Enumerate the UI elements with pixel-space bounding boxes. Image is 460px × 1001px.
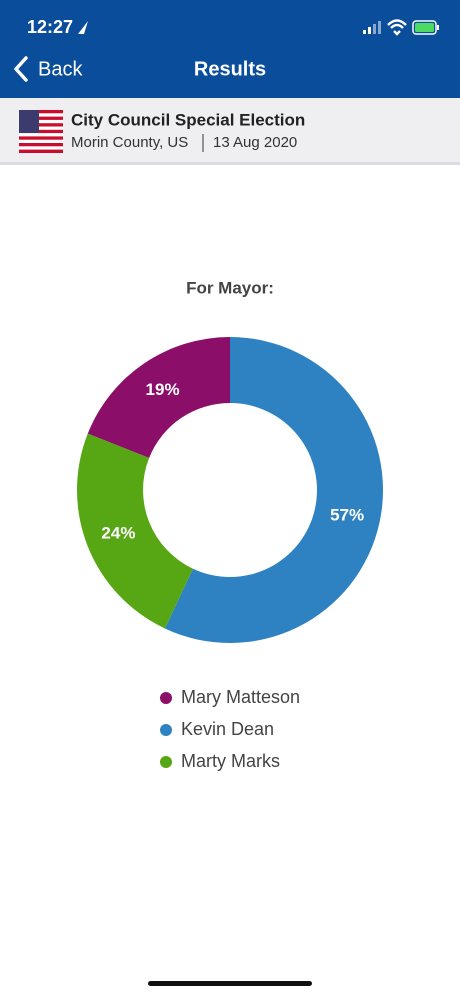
election-header xyxy=(0,98,460,162)
location-icon xyxy=(78,21,88,34)
election-location: Morin County, US xyxy=(71,134,188,151)
us-flag xyxy=(19,110,63,153)
status-time: 12:27 xyxy=(27,17,73,37)
donut-slice xyxy=(76,433,193,629)
election-date: 13 Aug 2020 xyxy=(213,134,297,151)
slice-label: 24% xyxy=(101,524,135,543)
back-chevron[interactable] xyxy=(14,56,28,82)
legend-swatch xyxy=(160,724,172,736)
header-shadow xyxy=(0,162,460,165)
wifi-icon xyxy=(387,19,407,36)
donut-slice xyxy=(87,337,230,458)
legend-swatch xyxy=(160,756,172,768)
nav-background xyxy=(0,0,460,98)
back-button[interactable]: Back xyxy=(14,56,83,82)
nav-title: Results xyxy=(194,58,266,80)
donut-chart: 19% 57% 24% Mary Matteson Kevin Dean Marty Ma… xyxy=(76,337,383,771)
legend-label: Mary Matteson xyxy=(181,687,300,707)
signal-icon xyxy=(363,21,381,34)
slice-label: 57% xyxy=(330,506,364,525)
legend-label: Kevin Dean xyxy=(181,719,274,739)
battery-icon xyxy=(412,20,439,35)
donut-slice xyxy=(164,337,383,643)
legend-label: Marty Marks xyxy=(181,751,280,771)
home-indicator xyxy=(148,981,312,986)
back-label[interactable]: Back xyxy=(38,58,83,80)
legend-swatch xyxy=(160,692,172,704)
chart-title: For Mayor: xyxy=(186,278,274,297)
election-title: City Council Special Election xyxy=(71,110,305,129)
slice-label: 19% xyxy=(146,380,180,399)
